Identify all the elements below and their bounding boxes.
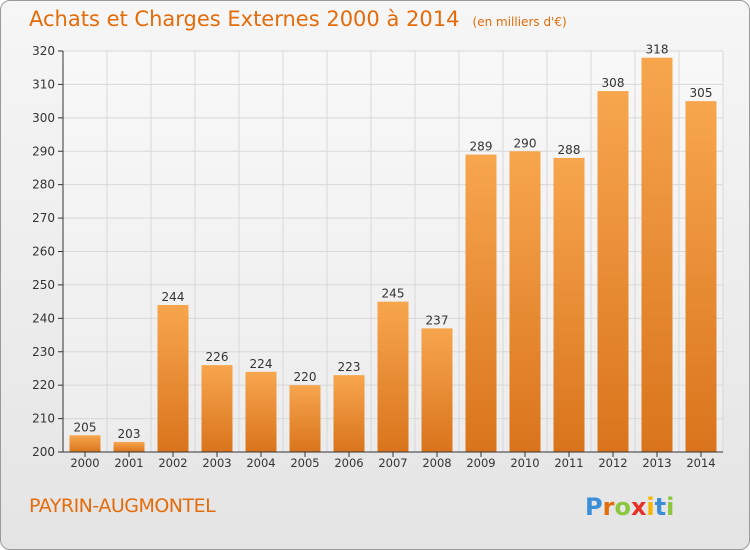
x-tick-label-2001: 2001	[114, 456, 143, 470]
bar-2003	[201, 365, 233, 452]
bar-2004	[245, 371, 277, 452]
logo-letter: P	[585, 493, 603, 521]
chart-title: Achats et Charges Externes 2000 à 2014	[29, 7, 460, 31]
bars	[69, 57, 717, 452]
data-label-2013: 318	[646, 43, 669, 57]
chart-unit: (en milliers d'€)	[472, 15, 567, 29]
x-tick-label-2006: 2006	[334, 456, 363, 470]
bar-2006	[333, 375, 365, 452]
x-tick-label-2011: 2011	[554, 456, 583, 470]
bar-2000	[69, 435, 101, 452]
y-tick-label: 240	[32, 311, 55, 325]
axes	[62, 51, 723, 453]
data-label-2007: 245	[382, 287, 405, 301]
data-label-2004: 224	[250, 357, 273, 371]
x-tick-label-2005: 2005	[290, 456, 319, 470]
bar-2007	[377, 301, 409, 452]
data-label-2010: 290	[514, 136, 537, 150]
logo-letter: i	[646, 493, 655, 521]
y-tick-label: 280	[32, 178, 55, 192]
data-label-2002: 244	[162, 290, 185, 304]
data-labels: 205 203 244 226 224 220 223 245 237 289 290 288 308 3…	[74, 43, 713, 441]
data-label-2014: 305	[690, 86, 713, 100]
data-label-2008: 237	[426, 313, 449, 327]
y-tick-label: 210	[32, 412, 55, 426]
logo-letter: r	[602, 493, 615, 521]
y-tick-label: 300	[32, 111, 55, 125]
data-label-2012: 308	[602, 76, 625, 90]
x-tick-label-2013: 2013	[642, 456, 671, 470]
data-label-2006: 223	[338, 360, 361, 374]
bar-2008	[421, 328, 453, 452]
commune-name: PAYRIN-AUGMONTEL	[29, 495, 216, 517]
x-axis-ticks: 2000 2001 2002 2003 2004 2005 2006 2007 2008 2009…	[70, 452, 716, 470]
x-tick-label-2010: 2010	[510, 456, 539, 470]
data-label-2005: 220	[294, 370, 317, 384]
logo-letter: t	[654, 493, 667, 521]
logo-letter: o	[614, 493, 631, 521]
bar-2012	[597, 91, 629, 452]
y-tick-label: 320	[32, 44, 55, 58]
x-tick-label-2008: 2008	[422, 456, 451, 470]
y-tick-label: 230	[32, 345, 55, 359]
data-label-2003: 226	[206, 350, 229, 364]
logo-letter: x	[630, 493, 647, 521]
bar-2013	[641, 57, 673, 452]
x-tick-label-2004: 2004	[246, 456, 275, 470]
x-tick-label-2009: 2009	[466, 456, 495, 470]
y-tick-label: 260	[32, 245, 55, 259]
bar-2009	[465, 154, 497, 452]
data-label-2000: 205	[74, 420, 97, 434]
x-tick-label-2014: 2014	[686, 456, 715, 470]
proxiti-logo[interactable]: Proxiti	[585, 493, 674, 521]
bar-2014	[685, 101, 717, 452]
bar-2001	[113, 441, 145, 452]
bar-2005	[289, 385, 321, 452]
data-label-2009: 289	[470, 140, 493, 154]
chart-title-group: Achats et Charges Externes 2000 à 2014 (…	[29, 7, 567, 31]
y-tick-label: 310	[32, 77, 55, 91]
bar-2011	[553, 157, 585, 452]
data-label-2011: 288	[558, 143, 581, 157]
y-tick-label: 200	[32, 445, 55, 459]
x-tick-label-2012: 2012	[598, 456, 627, 470]
x-tick-label-2007: 2007	[378, 456, 407, 470]
bar-2010	[509, 151, 541, 452]
y-axis-ticks: 200 210 220 230 240 250 260 270 280 290 300 310 320	[32, 44, 63, 459]
y-tick-label: 250	[32, 278, 55, 292]
y-tick-label: 270	[32, 211, 55, 225]
bar-2002	[157, 304, 189, 452]
x-tick-label-2002: 2002	[158, 456, 187, 470]
x-tick-label-2003: 2003	[202, 456, 231, 470]
y-tick-label: 220	[32, 378, 55, 392]
data-label-2001: 203	[118, 427, 141, 441]
y-tick-label: 290	[32, 144, 55, 158]
logo-letter: i	[666, 493, 675, 521]
x-tick-label-2000: 2000	[70, 456, 99, 470]
